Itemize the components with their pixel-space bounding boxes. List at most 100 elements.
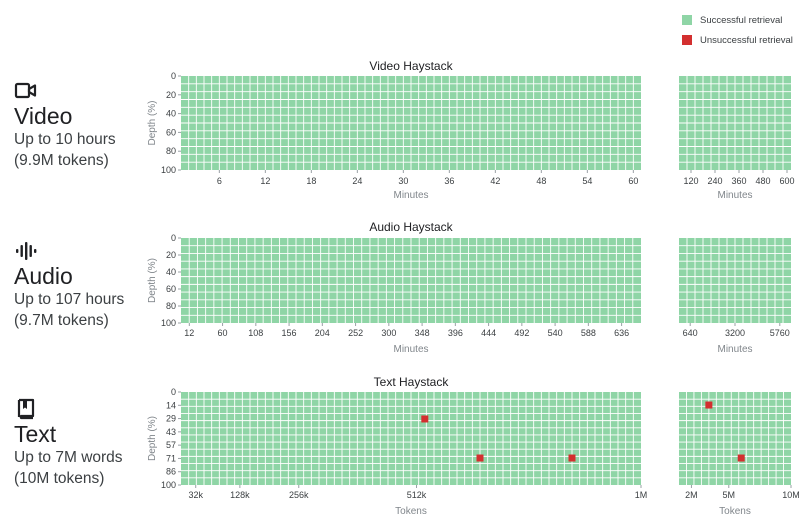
- failure-marker: [737, 454, 745, 462]
- x-tick-label: 54: [582, 176, 592, 186]
- legend-label-failure: Unsuccessful retrieval: [700, 34, 793, 46]
- y-tick-label: 40: [166, 267, 176, 277]
- x-tick-label: 60: [628, 176, 638, 186]
- modality-name: Text: [14, 421, 57, 447]
- y-axis-label: Depth (%): [147, 416, 158, 461]
- y-axis-label: Depth (%): [147, 100, 158, 145]
- y-tick-label: 43: [166, 427, 176, 437]
- video-camera-icon: [14, 82, 37, 99]
- x-tick-label: 1M: [635, 490, 648, 500]
- y-tick-label: 20: [166, 250, 176, 260]
- x-tick-label: 60: [218, 328, 228, 338]
- y-tick-label: 100: [161, 480, 176, 490]
- y-tick-label: 100: [161, 318, 176, 328]
- x-tick-label: 10M: [782, 490, 800, 500]
- legend: Successful retrieval Unsuccessful retrie…: [682, 10, 793, 50]
- x-tick-label: 256k: [289, 490, 309, 500]
- x-axis-label: Tokens: [719, 506, 751, 517]
- modality-text: Text Up to 7M words (10M tokens): [14, 398, 123, 489]
- x-tick-label: 3200: [725, 328, 745, 338]
- legend-label-success: Successful retrieval: [700, 14, 783, 26]
- modality-duration: Up to 10 hours: [14, 131, 116, 148]
- chart-title: Audio Haystack: [369, 220, 453, 234]
- x-tick-label: 24: [352, 176, 362, 186]
- failure-marker: [421, 415, 429, 423]
- legend-swatch-failure: [682, 35, 692, 45]
- x-tick-label: 492: [514, 328, 529, 338]
- modality-duration: Up to 107 hours: [14, 291, 125, 308]
- x-tick-label: 120: [683, 176, 698, 186]
- failure-marker: [476, 454, 484, 462]
- x-tick-label: 36: [444, 176, 454, 186]
- audio-waveform-icon: [16, 242, 37, 260]
- legend-item-success: Successful retrieval: [682, 10, 793, 30]
- x-tick-label: 2M: [685, 490, 698, 500]
- x-tick-label: 512k: [407, 490, 427, 500]
- x-axis-label: Tokens: [395, 506, 427, 517]
- x-tick-label: 42: [490, 176, 500, 186]
- x-tick-label: 48: [536, 176, 546, 186]
- x-tick-label: 588: [581, 328, 596, 338]
- modality-duration: Up to 7M words: [14, 449, 123, 466]
- extended-panel-background: [679, 392, 791, 485]
- modality-video: Video Up to 10 hours (9.9M tokens): [14, 80, 116, 171]
- chart-title: Text Haystack: [374, 375, 450, 389]
- x-tick-label: 5760: [770, 328, 790, 338]
- y-axis-label: Depth (%): [147, 258, 158, 303]
- x-tick-label: 396: [448, 328, 463, 338]
- y-tick-label: 100: [161, 165, 176, 175]
- x-tick-label: 600: [779, 176, 794, 186]
- x-tick-label: 6: [217, 176, 222, 186]
- modality-tokens: (9.9M tokens): [14, 152, 109, 169]
- y-tick-label: 29: [166, 414, 176, 424]
- x-tick-label: 240: [707, 176, 722, 186]
- x-tick-label: 480: [755, 176, 770, 186]
- x-tick-label: 636: [614, 328, 629, 338]
- x-axis-label: Minutes: [393, 190, 428, 201]
- y-tick-label: 57: [166, 440, 176, 450]
- x-tick-label: 12: [184, 328, 194, 338]
- y-tick-label: 86: [166, 467, 176, 477]
- x-tick-label: 540: [548, 328, 563, 338]
- modality-audio: Audio Up to 107 hours (9.7M tokens): [14, 240, 124, 331]
- y-tick-label: 80: [166, 301, 176, 311]
- chart-title: Video Haystack: [369, 59, 453, 73]
- y-tick-label: 71: [166, 453, 176, 463]
- y-tick-label: 60: [166, 127, 176, 137]
- y-tick-label: 40: [166, 109, 176, 119]
- y-tick-label: 0: [171, 387, 176, 397]
- x-tick-label: 5M: [723, 490, 736, 500]
- x-tick-label: 108: [248, 328, 263, 338]
- x-tick-label: 640: [683, 328, 698, 338]
- legend-swatch-success: [682, 15, 692, 25]
- x-tick-label: 12: [260, 176, 270, 186]
- x-tick-label: 204: [315, 328, 330, 338]
- x-tick-label: 156: [282, 328, 297, 338]
- y-tick-label: 0: [171, 71, 176, 81]
- y-tick-label: 0: [171, 233, 176, 243]
- x-tick-label: 252: [348, 328, 363, 338]
- modality-tokens: (9.7M tokens): [14, 312, 109, 329]
- modality-name: Audio: [14, 263, 73, 289]
- x-axis-label: Minutes: [717, 190, 752, 201]
- y-tick-label: 80: [166, 146, 176, 156]
- x-tick-label: 360: [731, 176, 746, 186]
- y-tick-label: 60: [166, 284, 176, 294]
- legend-item-failure: Unsuccessful retrieval: [682, 30, 793, 50]
- y-tick-label: 20: [166, 90, 176, 100]
- x-tick-label: 32k: [188, 490, 203, 500]
- modality-tokens: (10M tokens): [14, 470, 105, 487]
- x-tick-label: 128k: [230, 490, 250, 500]
- book-icon: [17, 398, 35, 420]
- failure-marker: [568, 454, 576, 462]
- x-tick-label: 30: [398, 176, 408, 186]
- modality-name: Video: [14, 103, 73, 129]
- x-tick-label: 18: [306, 176, 316, 186]
- x-axis-label: Minutes: [393, 344, 428, 355]
- x-axis-label: Minutes: [717, 344, 752, 355]
- x-tick-label: 444: [481, 328, 496, 338]
- x-tick-label: 348: [415, 328, 430, 338]
- x-tick-label: 300: [381, 328, 396, 338]
- failure-marker: [705, 401, 713, 409]
